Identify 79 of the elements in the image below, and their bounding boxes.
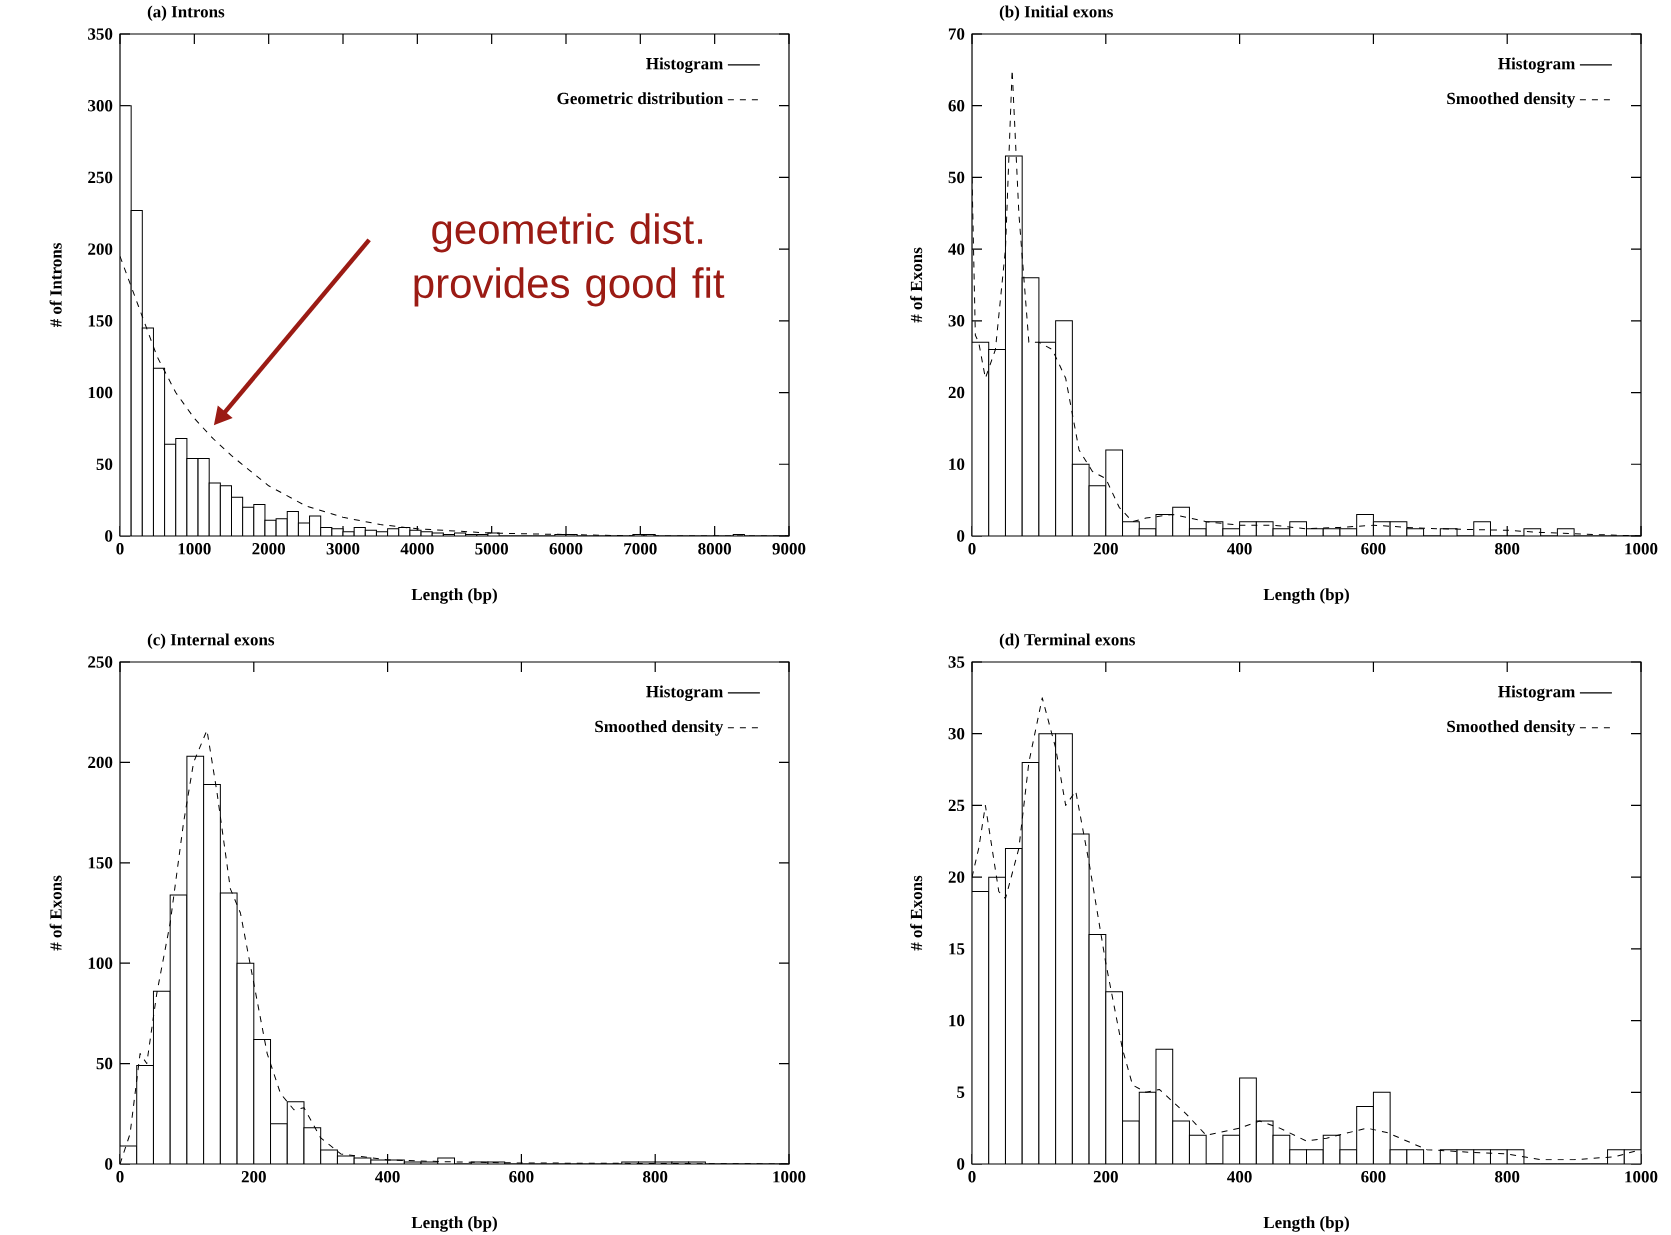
x-tick-label: 400 — [1227, 1171, 1252, 1183]
chart-title: (c) Internal exons — [147, 633, 275, 649]
x-tick-label: 9000 — [772, 543, 806, 555]
y-tick-label: 25 — [948, 799, 965, 812]
y-tick-label: 15 — [949, 943, 965, 955]
x-tick-label: 3000 — [326, 543, 360, 555]
y-tick-label: 200 — [88, 243, 113, 255]
x-tick-label: 200 — [241, 1171, 266, 1183]
y-tick-label: 50 — [948, 171, 965, 184]
y-tick-label: 20 — [948, 386, 965, 399]
y-tick-label: 250 — [88, 656, 113, 668]
legend-label: Smoothed density — [1447, 92, 1576, 108]
x-tick-label: 7000 — [624, 543, 657, 555]
x-tick-label: 0 — [968, 543, 976, 555]
y-tick-label: 10 — [949, 1014, 965, 1027]
legend-label: Histogram — [1498, 685, 1575, 702]
x-tick-label: 1000 — [178, 543, 211, 555]
y-tick-label: 100 — [88, 386, 113, 399]
x-tick-label: 1000 — [773, 1171, 806, 1183]
legend-label: Geometric distribution — [557, 92, 724, 105]
x-axis-title: Length (bp) — [1263, 1216, 1349, 1232]
x-tick-label: 4000 — [400, 543, 434, 555]
x-tick-label: 800 — [1495, 1171, 1520, 1183]
y-tick-label: 200 — [88, 756, 113, 769]
annotation: geometric dist. provides good fit — [414, 213, 725, 307]
y-tick-label: 70 — [948, 28, 965, 40]
x-tick-label: 600 — [1361, 543, 1386, 555]
x-tick-label: 600 — [509, 1171, 534, 1183]
x-tick-label: 8000 — [698, 543, 731, 555]
x-tick-label: 600 — [1361, 1171, 1386, 1183]
legend-label: Histogram — [1498, 57, 1575, 74]
y-tick-label: 60 — [948, 99, 965, 112]
y-tick-label: 40 — [948, 243, 965, 255]
y-tick-label: 250 — [88, 171, 113, 184]
x-tick-label: 400 — [375, 1171, 400, 1183]
y-tick-label: 0 — [957, 530, 965, 542]
x-tick-label: 0 — [116, 1171, 124, 1183]
x-tick-label: 5000 — [475, 543, 509, 555]
legend-label: Smoothed density — [595, 720, 724, 736]
x-tick-label: 400 — [1227, 543, 1252, 555]
y-tick-label: 20 — [948, 871, 965, 883]
x-tick-label: 800 — [1495, 543, 1520, 555]
x-tick-label: 0 — [116, 543, 124, 555]
y-tick-label: 100 — [88, 957, 113, 969]
y-tick-label: 10 — [949, 458, 965, 470]
y-tick-label: 35 — [948, 656, 965, 668]
y-tick-label: 0 — [105, 1158, 113, 1170]
chart-title: (d) Terminal exons — [999, 633, 1135, 649]
y-tick-label: 0 — [957, 1158, 965, 1170]
y-tick-label: 300 — [88, 99, 113, 112]
x-tick-label: 2000 — [252, 543, 286, 555]
y-tick-label: 50 — [96, 458, 113, 470]
y-tick-label: 150 — [88, 857, 113, 869]
x-tick-label: 1000 — [1625, 1171, 1658, 1183]
x-tick-label: 0 — [968, 1171, 976, 1183]
legend-label: Histogram — [646, 685, 723, 701]
y-axis-title: # of Exons — [910, 247, 923, 323]
y-tick-label: 150 — [88, 315, 113, 327]
legend-label: Smoothed density — [1447, 720, 1576, 736]
y-tick-label: 350 — [88, 28, 113, 40]
x-axis-title: Length (bp) — [1263, 588, 1349, 604]
y-tick-label: 30 — [948, 727, 965, 740]
y-tick-label: 50 — [96, 1057, 113, 1070]
x-tick-label: 6000 — [549, 543, 583, 555]
y-axis-title: # of Introns — [49, 243, 62, 328]
chart-title: (a) Introns — [147, 5, 225, 21]
x-tick-label: 800 — [643, 1171, 668, 1183]
y-tick-label: 0 — [105, 530, 113, 542]
x-tick-label: 1000 — [1625, 543, 1658, 555]
y-tick-label: 5 — [957, 1086, 965, 1098]
x-tick-label: 200 — [1093, 1171, 1118, 1183]
x-axis-title: Length (bp) — [411, 1216, 497, 1232]
x-tick-label: 200 — [1093, 543, 1118, 555]
y-axis-title: # of Exons — [910, 875, 923, 951]
legend-label: Histogram — [646, 57, 723, 74]
x-axis-title: Length (bp) — [411, 588, 497, 604]
y-axis-title: # of Exons — [49, 875, 62, 951]
chart-title: (b) Initial exons — [999, 5, 1113, 21]
y-tick-label: 30 — [948, 315, 965, 327]
